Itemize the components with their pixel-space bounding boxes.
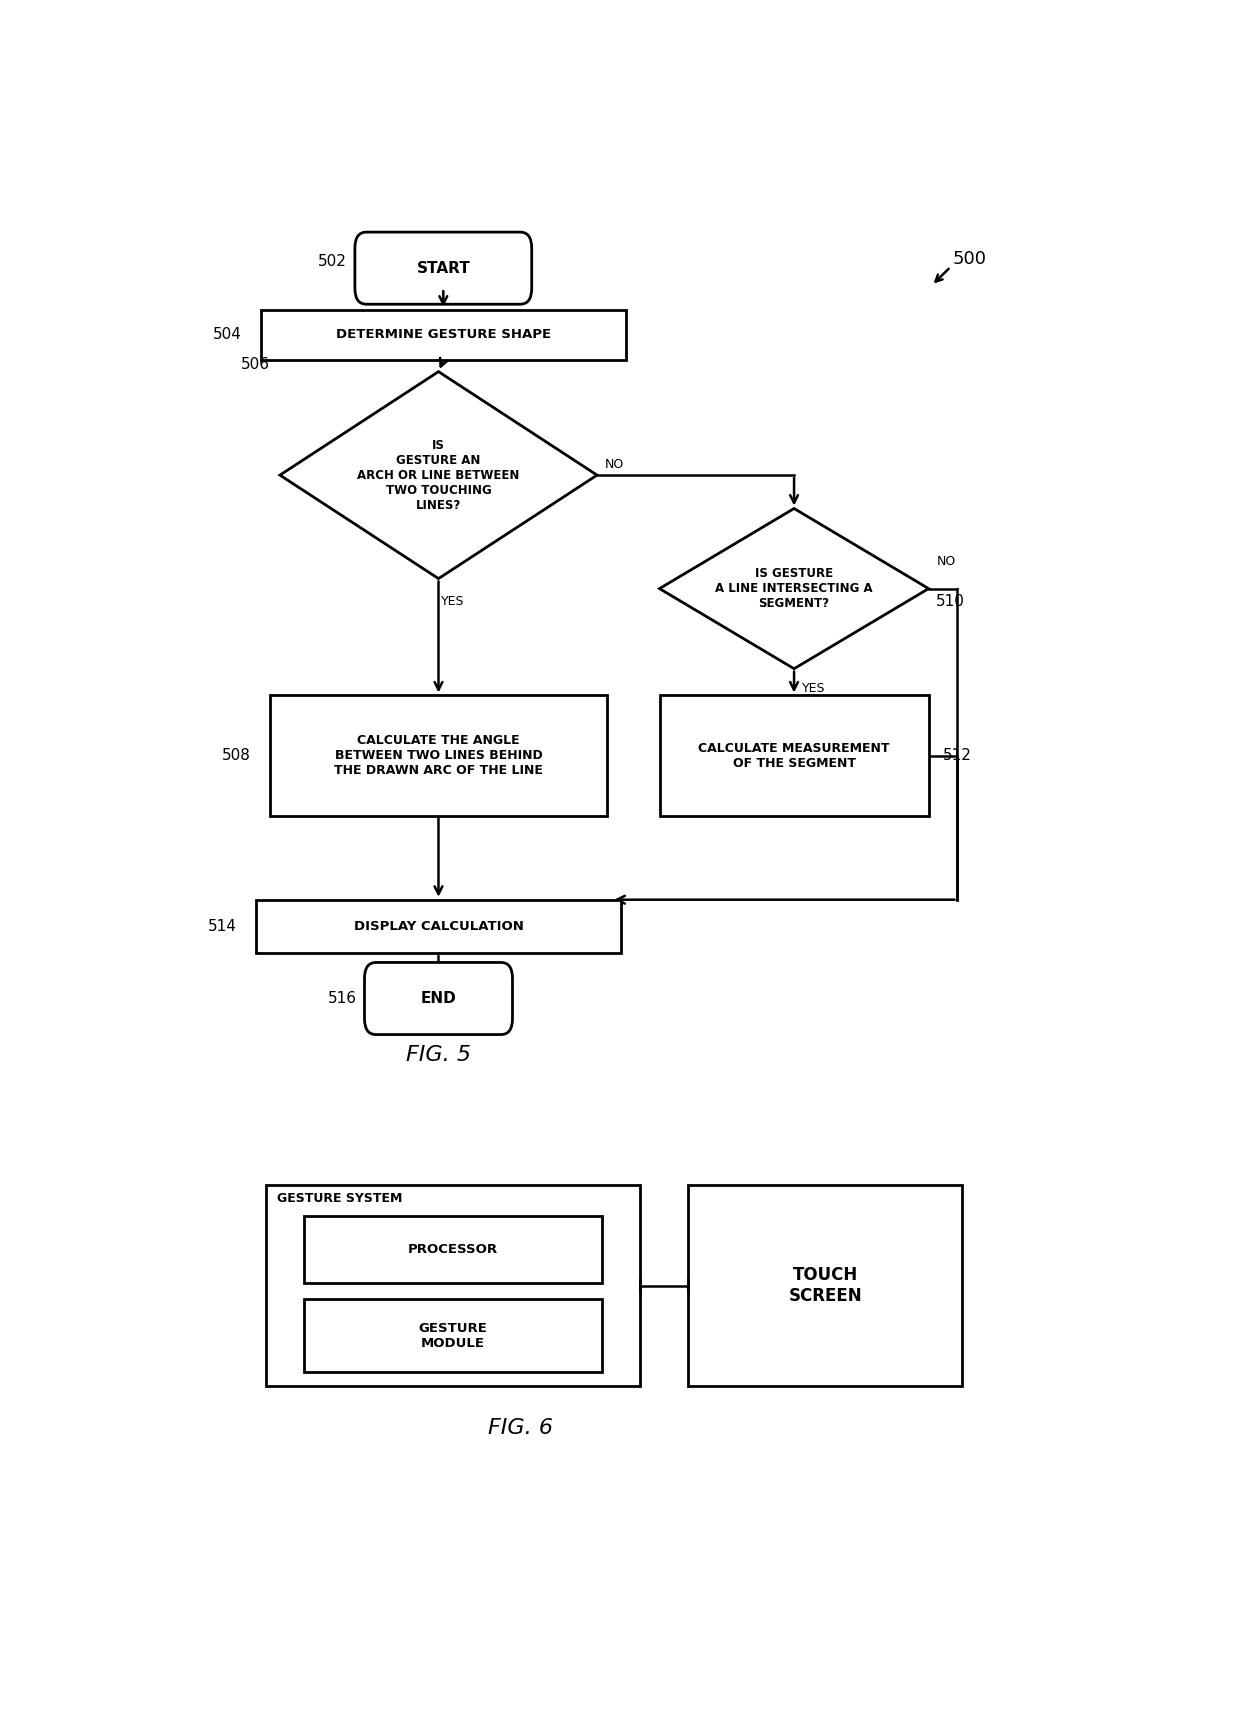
- Text: YES: YES: [801, 681, 825, 695]
- Text: NO: NO: [936, 555, 956, 569]
- Text: IS GESTURE
A LINE INTERSECTING A
SEGMENT?: IS GESTURE A LINE INTERSECTING A SEGMENT…: [715, 567, 873, 610]
- Text: 502: 502: [319, 253, 347, 269]
- Text: 504: 504: [212, 328, 242, 342]
- Text: NO: NO: [605, 458, 624, 472]
- Text: DISPLAY CALCULATION: DISPLAY CALCULATION: [353, 921, 523, 933]
- Text: 516: 516: [327, 992, 357, 1006]
- Text: CALCULATE MEASUREMENT
OF THE SEGMENT: CALCULATE MEASUREMENT OF THE SEGMENT: [698, 742, 890, 770]
- Text: GESTURE SYSTEM: GESTURE SYSTEM: [277, 1191, 403, 1205]
- Text: PROCESSOR: PROCESSOR: [408, 1243, 498, 1255]
- Text: 514: 514: [208, 919, 237, 935]
- Text: END: END: [420, 992, 456, 1006]
- Text: IS
GESTURE AN
ARCH OR LINE BETWEEN
TWO TOUCHING
LINES?: IS GESTURE AN ARCH OR LINE BETWEEN TWO T…: [357, 439, 520, 512]
- Text: 500: 500: [952, 250, 987, 267]
- FancyBboxPatch shape: [365, 962, 512, 1035]
- FancyBboxPatch shape: [260, 310, 626, 361]
- Text: 510: 510: [936, 595, 965, 609]
- FancyBboxPatch shape: [265, 1186, 640, 1385]
- FancyBboxPatch shape: [304, 1299, 601, 1372]
- Text: 512: 512: [944, 747, 972, 763]
- FancyBboxPatch shape: [255, 900, 621, 954]
- Text: 508: 508: [222, 747, 250, 763]
- Text: DETERMINE GESTURE SHAPE: DETERMINE GESTURE SHAPE: [336, 328, 551, 342]
- FancyBboxPatch shape: [688, 1186, 962, 1385]
- Text: START: START: [417, 260, 470, 276]
- Text: YES: YES: [441, 595, 465, 607]
- Text: FIG. 6: FIG. 6: [487, 1418, 553, 1437]
- FancyBboxPatch shape: [304, 1216, 601, 1283]
- Text: TOUCH
SCREEN: TOUCH SCREEN: [789, 1266, 862, 1306]
- Text: 506: 506: [242, 357, 270, 373]
- FancyBboxPatch shape: [355, 232, 532, 303]
- Text: FIG. 5: FIG. 5: [405, 1044, 471, 1065]
- Polygon shape: [660, 508, 929, 669]
- Text: GESTURE
MODULE: GESTURE MODULE: [418, 1321, 487, 1349]
- Text: CALCULATE THE ANGLE
BETWEEN TWO LINES BEHIND
THE DRAWN ARC OF THE LINE: CALCULATE THE ANGLE BETWEEN TWO LINES BE…: [334, 733, 543, 777]
- FancyBboxPatch shape: [660, 695, 929, 815]
- Polygon shape: [280, 371, 596, 579]
- FancyBboxPatch shape: [270, 695, 606, 815]
